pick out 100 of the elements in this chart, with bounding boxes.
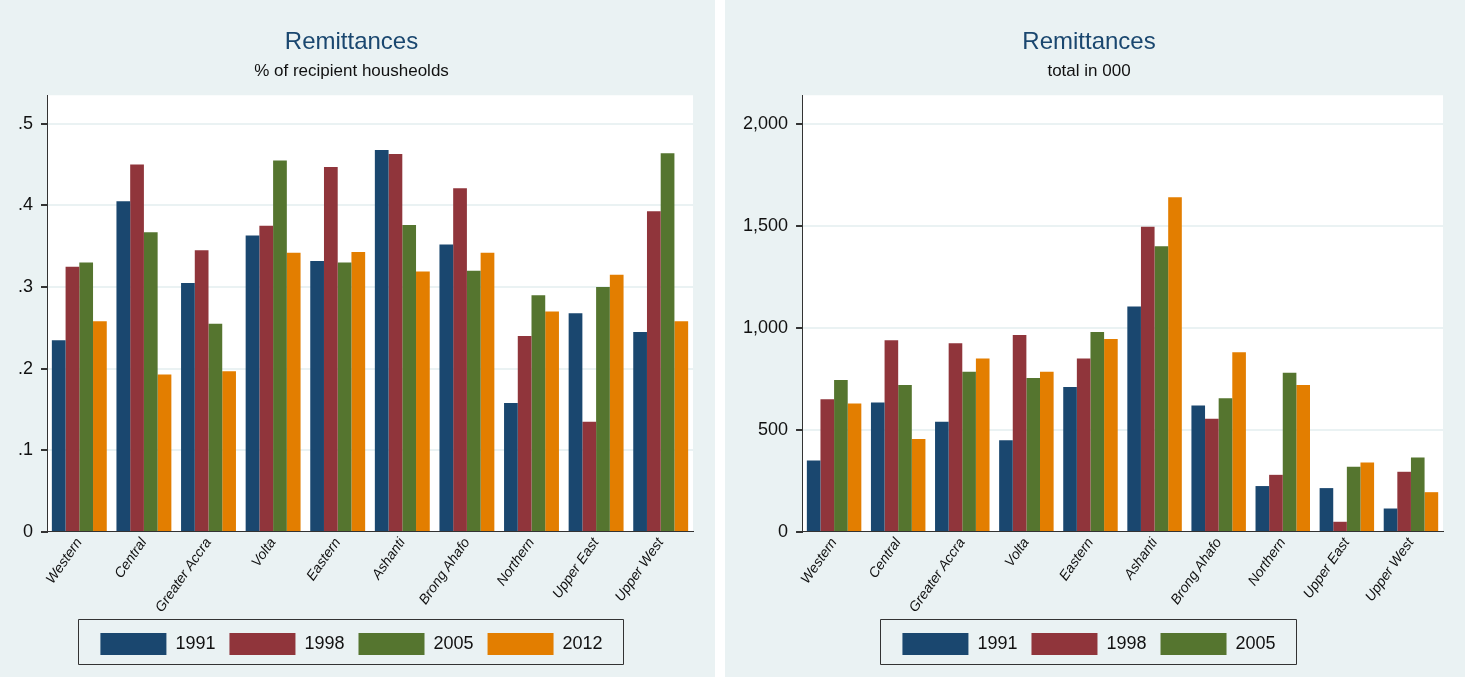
bar: [898, 385, 912, 531]
y-tick-label: .3: [18, 276, 34, 297]
bar: [948, 343, 963, 531]
bar: [194, 250, 209, 531]
bar: [130, 164, 144, 531]
bar: [935, 421, 949, 531]
legend-label: 1998: [1106, 632, 1147, 653]
legend-label: 1991: [175, 632, 216, 653]
bar: [847, 403, 862, 531]
bar: [273, 160, 287, 531]
y-tick-label: 0: [778, 520, 789, 541]
bar: [208, 323, 223, 531]
bar: [911, 439, 926, 531]
bar: [337, 262, 352, 531]
legend-label: 1991: [977, 632, 1018, 653]
bar: [259, 225, 274, 531]
bar: [1346, 466, 1361, 531]
bar: [388, 153, 403, 531]
bar: [1410, 457, 1425, 531]
bar: [1026, 377, 1040, 531]
bar: [660, 153, 675, 531]
bar: [1090, 331, 1105, 531]
legend-label: 1998: [304, 632, 345, 653]
bar: [1076, 358, 1091, 531]
bar: [466, 270, 481, 531]
chart-title: Remittances: [1022, 27, 1156, 55]
chart-subtitle: % of recipient housheolds: [254, 60, 449, 80]
bar: [310, 260, 324, 531]
bar: [222, 371, 236, 531]
bar: [116, 201, 131, 531]
bar: [1360, 462, 1375, 531]
chart-subtitle: total in 000: [1047, 60, 1131, 80]
bar: [1205, 418, 1219, 531]
y-tick-label: .2: [18, 357, 34, 378]
bar: [582, 421, 597, 531]
y-tick-label: 0: [23, 520, 34, 541]
bar: [870, 402, 885, 531]
bar: [1127, 306, 1141, 531]
bar: [286, 252, 301, 531]
y-tick-label: 500: [758, 418, 789, 439]
bar: [1140, 226, 1155, 531]
bar: [181, 282, 195, 531]
bar: [79, 262, 94, 531]
bar: [834, 379, 848, 531]
bar: [517, 336, 532, 531]
bar: [1269, 474, 1283, 531]
bar: [93, 321, 107, 531]
y-tick-label: .1: [18, 439, 34, 460]
bar: [1168, 197, 1182, 531]
bar: [416, 271, 430, 531]
legend-label: 2005: [433, 632, 474, 653]
bar: [480, 252, 495, 531]
bar: [402, 225, 417, 531]
bar: [1319, 488, 1334, 531]
bar: [351, 251, 366, 531]
bar: [157, 374, 172, 531]
bar: [1424, 492, 1439, 531]
bar: [1255, 486, 1270, 531]
bar: [323, 167, 338, 531]
bar: [1383, 508, 1398, 531]
bar: [1296, 385, 1310, 531]
bar: [1282, 372, 1297, 531]
bar: [568, 313, 583, 531]
bar: [531, 295, 546, 531]
bar: [1154, 246, 1169, 531]
y-tick-label: 2,000: [743, 112, 789, 133]
bar: [374, 149, 389, 531]
bar: [674, 321, 689, 531]
bar: [609, 274, 624, 531]
bar: [1040, 371, 1054, 531]
bar: [633, 331, 647, 531]
bar: [1012, 335, 1027, 531]
bar: [143, 232, 158, 531]
bar: [1191, 405, 1206, 531]
y-tick-label: 1,500: [743, 214, 789, 235]
y-tick-label: 1,000: [743, 316, 789, 337]
bar: [806, 460, 821, 531]
bar: [596, 287, 610, 531]
bar: [1218, 398, 1233, 531]
bar: [1333, 521, 1347, 531]
bar: [962, 371, 976, 531]
bar: [245, 235, 260, 531]
legend-label: 2005: [1235, 632, 1276, 653]
chart-title: Remittances: [284, 27, 419, 55]
bar: [884, 340, 899, 531]
bar: [975, 358, 990, 531]
bar: [439, 244, 454, 531]
bar: [1232, 352, 1246, 531]
bar: [1063, 387, 1077, 531]
legend-label: 2012: [562, 632, 603, 653]
bar: [1104, 339, 1118, 531]
bar: [65, 266, 80, 531]
bar: [51, 340, 66, 531]
bar: [1397, 471, 1411, 531]
bar: [453, 188, 467, 531]
y-tick-label: .4: [18, 194, 34, 215]
bar: [999, 440, 1013, 531]
bar: [545, 311, 559, 531]
y-tick-label: .5: [18, 112, 34, 133]
bar: [646, 211, 661, 531]
